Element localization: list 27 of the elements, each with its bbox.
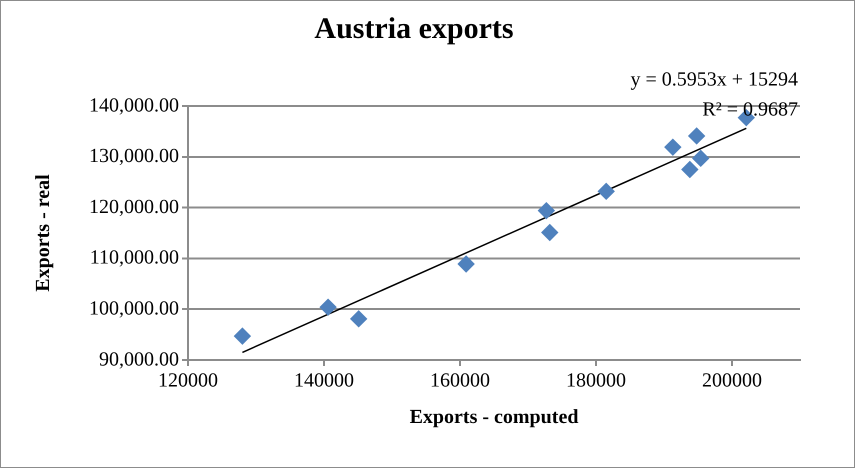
y-tick-label: 140,000.00 [89,94,179,116]
x-tick-label: 180000 [566,369,626,392]
x-tick-label: 200000 [702,369,762,392]
point [688,127,706,144]
y-axis-title: Exports - real [32,174,54,292]
x-tick-label: 160000 [430,369,490,392]
point [458,255,475,272]
text: y = 0.5953x + 15294 [630,68,798,90]
x-axis-title: Exports - computed [410,406,578,428]
y-tick-label: 130,000.00 [89,145,179,168]
point [234,328,251,345]
y-tick-label: 120,000.00 [89,196,179,218]
point [320,298,337,316]
point [664,138,682,156]
point [598,182,615,200]
point [692,150,710,167]
point [541,224,558,241]
y-tick-label: 100,000.00 [89,297,179,320]
point [350,310,368,328]
point [538,202,555,220]
x-tick-label: 120000 [158,369,218,392]
x-tick-label: 140000 [294,369,354,392]
y-tick-label: 90,000.00 [99,348,179,370]
point [681,161,698,178]
chart-title: Austria exports [314,12,514,45]
annotation: R² = 0.9687 [702,98,798,120]
y-tick-label: 110,000.00 [90,246,179,269]
